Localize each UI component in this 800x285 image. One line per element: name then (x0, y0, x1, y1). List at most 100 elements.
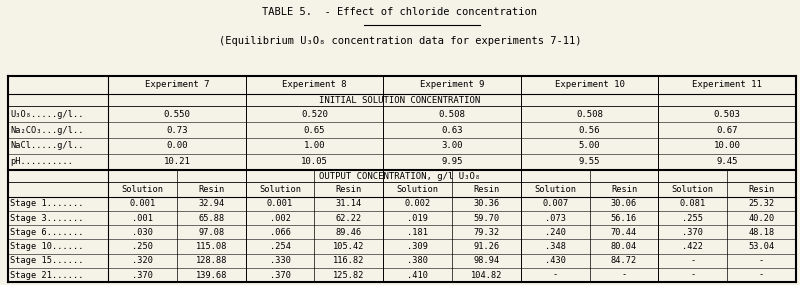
Text: 104.82: 104.82 (470, 270, 502, 280)
Text: 0.63: 0.63 (442, 126, 462, 135)
Text: 40.20: 40.20 (749, 213, 774, 223)
Text: 98.94: 98.94 (474, 256, 499, 265)
Text: .370: .370 (682, 228, 703, 237)
Text: .422: .422 (682, 242, 703, 251)
Text: .001: .001 (132, 213, 153, 223)
Text: Stage 3.......: Stage 3....... (10, 213, 84, 223)
Text: Resin: Resin (749, 185, 774, 194)
Text: Solution: Solution (534, 185, 576, 194)
Text: 0.503: 0.503 (714, 110, 741, 119)
Text: 9.95: 9.95 (442, 157, 462, 166)
Text: 70.44: 70.44 (611, 228, 637, 237)
Text: 9.45: 9.45 (717, 157, 738, 166)
Text: 9.55: 9.55 (579, 157, 600, 166)
Text: 10.00: 10.00 (714, 141, 741, 150)
Text: -: - (690, 270, 695, 280)
Text: Stage 15......: Stage 15...... (10, 256, 84, 265)
Text: Stage 1.......: Stage 1....... (10, 199, 84, 208)
Text: Resin: Resin (198, 185, 224, 194)
Text: 0.56: 0.56 (579, 126, 600, 135)
Text: .309: .309 (407, 242, 428, 251)
Text: 30.06: 30.06 (611, 199, 637, 208)
Text: 25.32: 25.32 (749, 199, 774, 208)
Text: 0.73: 0.73 (166, 126, 187, 135)
Text: Resin: Resin (611, 185, 637, 194)
Text: 31.14: 31.14 (336, 199, 362, 208)
Text: Experiment 8: Experiment 8 (282, 80, 346, 89)
Text: 1.00: 1.00 (304, 141, 325, 150)
Text: Stage 6.......: Stage 6....... (10, 228, 84, 237)
Text: 139.68: 139.68 (195, 270, 227, 280)
Text: INITIAL SOLUTION CONCENTRATION: INITIAL SOLUTION CONCENTRATION (319, 95, 481, 105)
Text: 115.08: 115.08 (195, 242, 227, 251)
Text: 0.508: 0.508 (438, 110, 466, 119)
Text: 10.05: 10.05 (301, 157, 328, 166)
Text: Solution: Solution (122, 185, 163, 194)
Text: 91.26: 91.26 (474, 242, 499, 251)
Text: .250: .250 (132, 242, 153, 251)
Text: Experiment 9: Experiment 9 (420, 80, 484, 89)
Text: 0.001: 0.001 (267, 199, 293, 208)
Text: 48.18: 48.18 (749, 228, 774, 237)
Text: 0.002: 0.002 (405, 199, 430, 208)
Text: 125.82: 125.82 (333, 270, 365, 280)
Text: .430: .430 (545, 256, 566, 265)
Text: .370: .370 (270, 270, 290, 280)
Text: 0.00: 0.00 (166, 141, 187, 150)
Text: Solution: Solution (259, 185, 301, 194)
Text: 116.82: 116.82 (333, 256, 365, 265)
Text: Stage 10......: Stage 10...... (10, 242, 84, 251)
Text: Solution: Solution (672, 185, 714, 194)
Text: Solution: Solution (397, 185, 438, 194)
Text: .370: .370 (132, 270, 153, 280)
Text: 53.04: 53.04 (749, 242, 774, 251)
Text: (Equilibrium U₃O₈ concentration data for experiments 7-11): (Equilibrium U₃O₈ concentration data for… (218, 36, 582, 46)
Text: 105.42: 105.42 (333, 242, 365, 251)
Text: .380: .380 (407, 256, 428, 265)
Text: OUTPUT CONCENTRATION, g/l U₃O₈: OUTPUT CONCENTRATION, g/l U₃O₈ (319, 172, 481, 181)
Text: 5.00: 5.00 (579, 141, 600, 150)
Text: pH..........: pH.......... (10, 157, 74, 166)
Text: -: - (690, 256, 695, 265)
Text: 32.94: 32.94 (198, 199, 224, 208)
Text: Experiment 10: Experiment 10 (554, 80, 625, 89)
Text: 80.04: 80.04 (611, 242, 637, 251)
Text: 10.21: 10.21 (163, 157, 190, 166)
Text: -: - (553, 270, 558, 280)
Text: 0.65: 0.65 (304, 126, 325, 135)
Text: Experiment 11: Experiment 11 (692, 80, 762, 89)
Text: 3.00: 3.00 (442, 141, 462, 150)
Text: .410: .410 (407, 270, 428, 280)
Text: 0.001: 0.001 (130, 199, 155, 208)
Text: Stage 21......: Stage 21...... (10, 270, 84, 280)
Text: 79.32: 79.32 (474, 228, 499, 237)
Text: 0.67: 0.67 (717, 126, 738, 135)
Text: Experiment 7: Experiment 7 (145, 80, 209, 89)
Text: -: - (759, 256, 764, 265)
Text: .002: .002 (270, 213, 290, 223)
Text: TABLE 5.  - Effect of chloride concentration: TABLE 5. - Effect of chloride concentrat… (262, 7, 538, 17)
Text: 56.16: 56.16 (611, 213, 637, 223)
Text: NaCl.....g/l..: NaCl.....g/l.. (10, 141, 84, 150)
Text: 30.36: 30.36 (474, 199, 499, 208)
Text: .320: .320 (132, 256, 153, 265)
Text: 0.081: 0.081 (680, 199, 706, 208)
Text: 97.08: 97.08 (198, 228, 224, 237)
Text: 84.72: 84.72 (611, 256, 637, 265)
Text: .066: .066 (270, 228, 290, 237)
Text: .030: .030 (132, 228, 153, 237)
Text: .348: .348 (545, 242, 566, 251)
Text: Resin: Resin (336, 185, 362, 194)
Text: 0.007: 0.007 (542, 199, 568, 208)
Text: 0.550: 0.550 (163, 110, 190, 119)
Text: .181: .181 (407, 228, 428, 237)
Text: .073: .073 (545, 213, 566, 223)
Text: .330: .330 (270, 256, 290, 265)
Text: Na₂CO₃...g/l..: Na₂CO₃...g/l.. (10, 126, 84, 135)
Text: .019: .019 (407, 213, 428, 223)
Text: 128.88: 128.88 (195, 256, 227, 265)
Text: 62.22: 62.22 (336, 213, 362, 223)
Text: Resin: Resin (474, 185, 499, 194)
Text: -: - (759, 270, 764, 280)
Text: 59.70: 59.70 (474, 213, 499, 223)
